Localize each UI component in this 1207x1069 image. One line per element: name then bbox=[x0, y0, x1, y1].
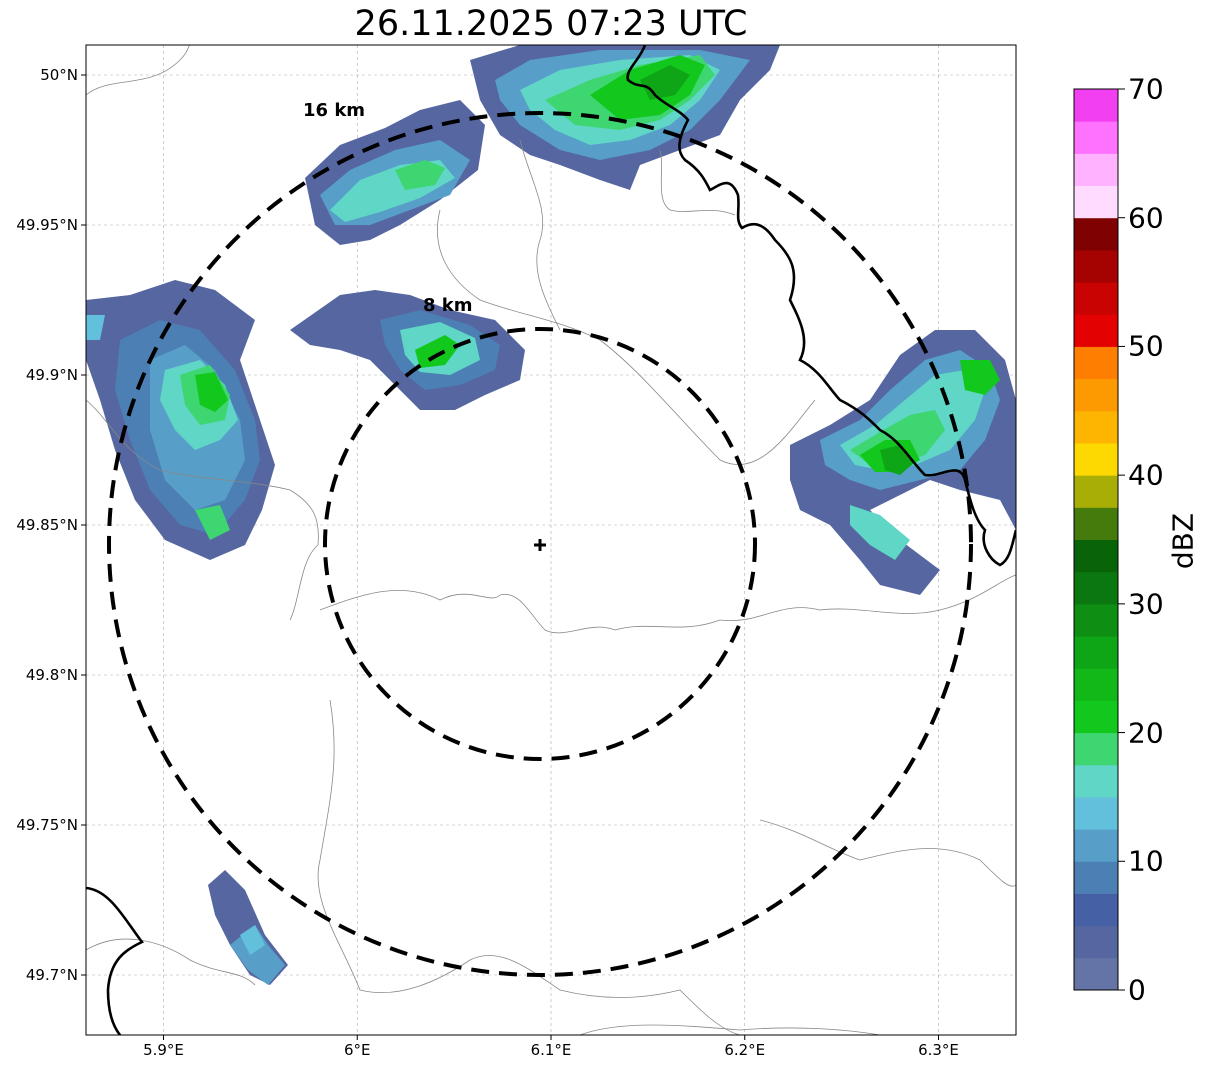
lat-tick-label: 49.85°N bbox=[16, 516, 78, 534]
thin-boundary bbox=[519, 139, 561, 331]
colorbar-segment bbox=[1074, 893, 1118, 927]
colorbar-segment bbox=[1074, 732, 1118, 766]
colorbar-tick-label: 60 bbox=[1128, 201, 1164, 235]
lon-tick-label: 5.9°E bbox=[143, 1041, 184, 1059]
lat-tick-label: 49.75°N bbox=[16, 816, 78, 834]
colorbar-segment bbox=[1074, 217, 1118, 251]
thin-boundary bbox=[319, 574, 1016, 634]
colorbar-segment bbox=[1074, 796, 1118, 830]
colorbar-segment bbox=[1074, 442, 1118, 476]
colorbar-tick-label: 30 bbox=[1128, 587, 1164, 621]
colorbar-segment bbox=[1074, 378, 1118, 412]
colorbar-segment bbox=[1074, 410, 1118, 444]
lat-tick-label: 49.8°N bbox=[25, 666, 78, 684]
range-ring-8km bbox=[323, 327, 757, 761]
thin-boundary bbox=[659, 149, 736, 216]
thin-boundary bbox=[317, 699, 741, 1035]
colorbar-segment bbox=[1074, 507, 1118, 540]
range-ring-16km bbox=[107, 111, 973, 977]
map-title: 26.11.2025 07:23 UTC bbox=[354, 4, 748, 44]
colorbar-segment bbox=[1074, 475, 1118, 508]
radar-site-marker bbox=[534, 539, 546, 551]
colorbar-segment bbox=[1074, 282, 1118, 315]
colorbar-segment bbox=[1074, 957, 1118, 991]
thin-boundary bbox=[437, 209, 816, 465]
lon-tick-label: 6.2°E bbox=[724, 1041, 766, 1059]
thin-boundary bbox=[86, 45, 191, 96]
echo-cell-nw-band bbox=[305, 100, 485, 245]
lat-tick-label: 49.9°N bbox=[25, 366, 78, 384]
colorbar-tick-label: 10 bbox=[1128, 844, 1164, 878]
thin-boundary bbox=[86, 938, 256, 986]
colorbar-segment bbox=[1074, 603, 1118, 637]
thin-boundary bbox=[86, 399, 319, 621]
colorbar-segment bbox=[1074, 571, 1118, 605]
ring-label-16km: 16 km bbox=[303, 100, 366, 121]
colorbar-segment bbox=[1074, 764, 1118, 798]
lon-tick-label: 6°E bbox=[343, 1041, 371, 1059]
colorbar-frame bbox=[1073, 88, 1119, 991]
colorbar-segment bbox=[1074, 925, 1118, 959]
colorbar-segment bbox=[1074, 314, 1118, 347]
echo-cell-southwest bbox=[208, 870, 288, 985]
colorbar-segment bbox=[1074, 539, 1118, 573]
colorbar-label: dBZ bbox=[1166, 512, 1200, 570]
colorbar-tick-label: 50 bbox=[1128, 329, 1164, 363]
lon-tick-label: 6.1°E bbox=[530, 1041, 572, 1059]
colorbar-tick-label: 0 bbox=[1128, 973, 1146, 1007]
thin-boundary bbox=[759, 819, 1016, 887]
echo-layer bbox=[86, 45, 1016, 985]
colorbar-segment bbox=[1074, 249, 1118, 283]
lon-tick-label: 6.3°E bbox=[918, 1041, 959, 1059]
lat-tick-label: 49.95°N bbox=[16, 216, 78, 234]
colorbar-segment bbox=[1074, 861, 1118, 894]
lat-tick-label: 49.7°N bbox=[25, 966, 78, 984]
echo-cell-west bbox=[86, 280, 275, 560]
colorbar-tick-label: 20 bbox=[1128, 716, 1164, 750]
colorbar-tick-label: 40 bbox=[1128, 458, 1164, 492]
colorbar bbox=[1073, 88, 1125, 991]
thin-boundary bbox=[579, 1024, 881, 1035]
colorbar-segment bbox=[1074, 668, 1118, 701]
echo-cell-east bbox=[790, 330, 1016, 595]
colorbar-segment bbox=[1074, 636, 1118, 669]
colorbar-segment bbox=[1074, 89, 1118, 122]
axis-ticks bbox=[81, 74, 939, 1040]
ring-label-8km: 8 km bbox=[423, 295, 473, 316]
colorbar-tick-label: 70 bbox=[1128, 72, 1164, 106]
colorbar-segment bbox=[1074, 346, 1118, 380]
colorbar-segment bbox=[1074, 121, 1118, 154]
colorbar-segment bbox=[1074, 700, 1118, 734]
echo-cell-center-north bbox=[290, 290, 525, 410]
colorbar-segment bbox=[1074, 153, 1118, 187]
range-rings bbox=[107, 111, 973, 977]
colorbar-segment bbox=[1074, 829, 1118, 862]
border-line bbox=[86, 886, 145, 1035]
colorbar-segment bbox=[1074, 185, 1118, 219]
lat-tick-label: 50°N bbox=[40, 66, 78, 84]
